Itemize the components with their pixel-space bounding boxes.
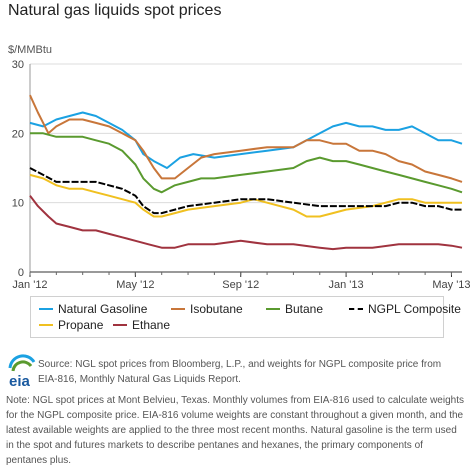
legend-swatch xyxy=(39,307,53,310)
series-line-natural-gasoline xyxy=(29,111,463,169)
legend-item-ngpl-composite: NGPL Composite xyxy=(349,302,461,316)
series-line-butane xyxy=(30,132,463,194)
line-chart: 0 10 20 30 Jan '12 May '12 Sep '12 Jan '13 May '… xyxy=(12,59,471,291)
legend-swatch xyxy=(349,307,363,310)
legend-swatch xyxy=(113,323,127,326)
logo-text: eia xyxy=(9,373,31,390)
x-tick-label: Sep '12 xyxy=(222,279,259,291)
legend-item-butane: Butane xyxy=(266,302,323,316)
y-tick-label: 20 xyxy=(12,128,24,140)
grid-layer xyxy=(30,63,462,204)
source-text: Source: NGL spot prices from Bloomberg, … xyxy=(38,359,442,385)
legend-label: Isobutane xyxy=(190,302,243,316)
series-line-ethane xyxy=(29,195,463,251)
tick-label-layer: 0 10 20 30 Jan '12 May '12 Sep '12 Jan '13 May '… xyxy=(12,59,471,291)
chart-title: Natural gas liquids spot prices xyxy=(8,2,222,19)
x-tick-label: May '12 xyxy=(116,279,154,291)
legend-label: Natural Gasoline xyxy=(58,302,148,316)
x-tick-label: May '13 xyxy=(432,279,470,291)
legend-label: Butane xyxy=(285,302,324,316)
y-axis-label: $/MMBtu xyxy=(8,44,53,56)
note-text: Note: NGL spot prices at Mont Belvieu, T… xyxy=(6,395,464,466)
y-tick-label: 30 xyxy=(12,59,24,71)
series-line-isobutane xyxy=(29,94,463,183)
y-tick-label: 0 xyxy=(18,267,24,279)
legend-label: NGPL Composite xyxy=(368,302,461,316)
legend-item-propane: Propane xyxy=(39,318,103,332)
legend-swatch xyxy=(171,307,185,310)
legend-swatch xyxy=(39,323,53,326)
legend-item-ethane: Ethane xyxy=(113,318,170,332)
legend-item-natural-gasoline: Natural Gasoline xyxy=(39,302,147,316)
series-line-propane xyxy=(29,173,462,218)
x-tick-label: Jan '12 xyxy=(12,279,47,291)
x-tick-label: Jan '13 xyxy=(329,279,364,291)
series-layer xyxy=(29,94,463,251)
legend-label: Ethane xyxy=(132,318,171,332)
legend-label: Propane xyxy=(58,318,104,332)
legend-swatch xyxy=(266,307,280,310)
legend-item-isobutane: Isobutane xyxy=(171,302,243,316)
eia-logo: eia xyxy=(8,354,36,390)
y-tick-label: 10 xyxy=(12,198,24,210)
legend: Natural Gasoline Isobutane Butane NGPL Comp… xyxy=(30,296,461,338)
series-line-ngpl-composite xyxy=(29,167,462,215)
